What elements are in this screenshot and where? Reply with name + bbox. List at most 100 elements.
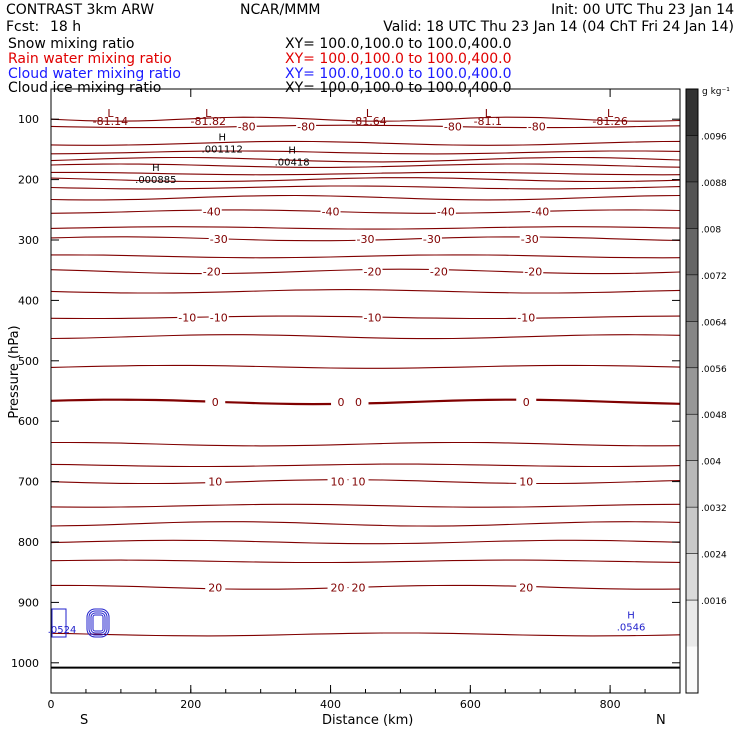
colorbar-swatch xyxy=(686,274,698,322)
high-marker: H xyxy=(152,163,160,174)
contour-label: 20 xyxy=(208,581,222,594)
forecast-label: Fcst: xyxy=(6,19,40,35)
contour-line xyxy=(50,463,681,468)
contour-label: 20 xyxy=(352,581,366,594)
colorbar-tick-label: .008 xyxy=(701,225,721,235)
colorbar-swatch xyxy=(686,553,698,601)
colorbar-tick-label: .0064 xyxy=(701,318,727,328)
contour-label: -20 xyxy=(524,265,542,278)
contour-line xyxy=(50,163,681,168)
y-tick-label: 600 xyxy=(18,415,39,428)
colorbar-swatch xyxy=(686,507,698,555)
contour-label-bg xyxy=(201,265,222,278)
contour-label: -10 xyxy=(517,311,535,324)
y-tick-label: 800 xyxy=(18,536,39,549)
high-value: .001112 xyxy=(202,144,243,155)
low-marker: L xyxy=(485,107,492,120)
contour-line xyxy=(50,150,681,155)
contour-label-bg xyxy=(205,395,226,408)
y-tick-label: 500 xyxy=(18,355,39,368)
colorbar-tick-label: .0088 xyxy=(701,179,727,189)
valid-time: Valid: 18 UTC Thu 23 Jan 14 (04 ChT Fri … xyxy=(383,19,734,35)
contour-label: -40 xyxy=(322,206,340,219)
high-marker: H xyxy=(627,611,635,622)
colorbar-swatch xyxy=(686,460,698,508)
contour-label-bg xyxy=(516,311,537,324)
y-tick-label: 200 xyxy=(18,174,39,187)
contour-line xyxy=(50,124,681,129)
contour-label-bg xyxy=(516,581,537,594)
colorbar-swatch xyxy=(686,367,698,415)
cloud-water-contour xyxy=(92,614,104,632)
contour-label: 10 xyxy=(208,476,222,489)
cloud-water-contour xyxy=(51,608,67,638)
low-marker: L xyxy=(205,107,212,120)
contour-label: -30 xyxy=(357,233,375,246)
colorbar-swatch xyxy=(686,228,698,276)
contour-label: 20 xyxy=(519,581,533,594)
contour-line xyxy=(51,171,681,176)
contour-label-bg xyxy=(435,205,456,218)
contour-label-bg xyxy=(208,232,229,245)
x-tick-label: 200 xyxy=(180,698,201,711)
contour-label-bg xyxy=(355,232,376,245)
contour-label: 0 xyxy=(212,396,219,409)
contour-label: -80 xyxy=(444,120,462,133)
contour-label: -80 xyxy=(528,120,546,133)
y-tick-label: 100 xyxy=(18,113,39,126)
x-tick-label: 0 xyxy=(48,698,55,711)
high-marker: H xyxy=(288,146,296,157)
contour-label-bg xyxy=(516,475,537,488)
contour-line xyxy=(50,209,681,214)
contour-label: -40 xyxy=(437,206,455,219)
contour-label: -10 xyxy=(210,311,228,324)
contour-label: 10 xyxy=(519,476,533,489)
contour-label: -30 xyxy=(423,233,441,246)
contour-label-bg xyxy=(205,475,226,488)
contour-label-bg xyxy=(348,475,369,488)
field-snow-name: Snow mixing ratio xyxy=(8,36,135,52)
contour-label-bg xyxy=(348,395,369,408)
contour-label: 10 xyxy=(331,476,345,489)
colorbar-tick-label: .0056 xyxy=(701,365,727,375)
x-left-endpoint: S xyxy=(80,713,89,728)
contour-label: -80 xyxy=(297,120,315,133)
field-cloud-ice-name: Cloud ice mixing ratio xyxy=(8,80,162,96)
x-tick-label: 400 xyxy=(320,698,341,711)
contour-line xyxy=(50,226,681,230)
colorbar-tick-label: .0096 xyxy=(701,132,727,142)
contour-label-bg xyxy=(442,120,463,133)
low-value: -81.1 xyxy=(474,115,502,128)
low-marker: L xyxy=(607,107,614,120)
y-tick-label: 1000 xyxy=(11,657,39,670)
cloud-water-contour xyxy=(86,608,110,638)
contour-label-bg xyxy=(530,205,551,218)
init-time: Init: 00 UTC Thu 23 Jan 14 xyxy=(551,2,734,18)
contour-line xyxy=(50,289,681,294)
colorbar-tick-label: .0016 xyxy=(701,597,727,607)
center-name: NCAR/MMM xyxy=(240,2,321,18)
colorbar-tick-label: .0048 xyxy=(701,411,727,421)
contour-label: -20 xyxy=(364,265,382,278)
contour-line xyxy=(51,441,681,447)
colorbar-tick-label: .0024 xyxy=(701,551,727,561)
contour-line xyxy=(50,140,681,146)
y-tick-label: 900 xyxy=(18,596,39,609)
field-cloud-water-xy: XY= 100.0,100.0 to 100.0,400.0 xyxy=(285,66,512,82)
colorbar-tick-label: .0072 xyxy=(701,272,727,282)
contour-line xyxy=(50,539,681,545)
x-tick-label: 800 xyxy=(600,698,621,711)
y-tick-label: 300 xyxy=(18,234,39,247)
contour-label: 0 xyxy=(523,396,530,409)
contour-label-bg xyxy=(526,120,547,133)
contour-label: -40 xyxy=(531,206,549,219)
colorbar-tick-label: .0032 xyxy=(701,504,727,514)
contour-line xyxy=(50,185,681,190)
colorbar-swatch xyxy=(686,321,698,369)
low-value: -81.14 xyxy=(93,115,128,128)
contour-label-layer: -80 -80 -80 -80 -40 -40 -40 -40 -30 -30 -30 -30 -20 -… xyxy=(177,120,551,594)
contour-line xyxy=(50,156,681,163)
contour-label: -30 xyxy=(521,233,539,246)
y-tick-label: 400 xyxy=(18,294,39,307)
contour-label-bg xyxy=(296,120,317,133)
